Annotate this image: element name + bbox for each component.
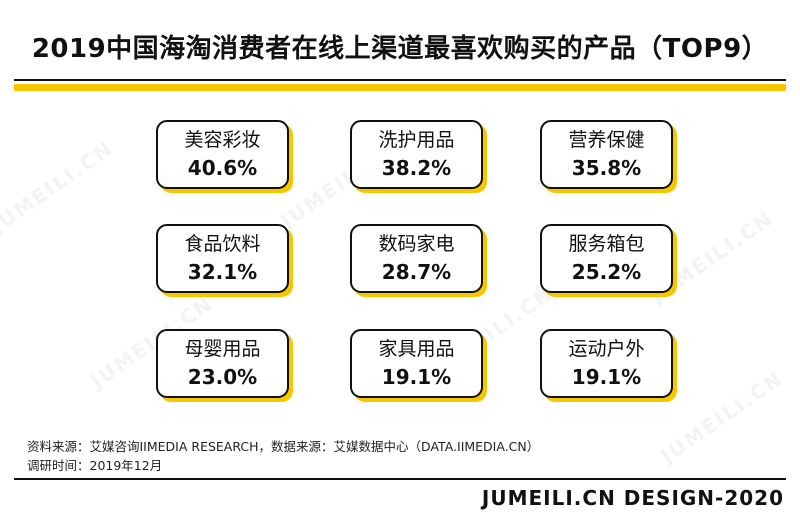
product-share-value: 25.2% xyxy=(571,259,642,284)
product-share-value: 23.0% xyxy=(187,364,258,389)
product-name: 食品饮料 xyxy=(184,232,261,255)
product-share-value: 40.6% xyxy=(187,155,258,180)
survey-date: 调研时间：2019年12月 xyxy=(27,458,163,473)
product-card: 美容彩妆 40.6% xyxy=(156,120,289,189)
source-note: 资料来源：艾媒咨询IIMEDIA RESEARCH，数据来源：艾媒数据中心（DA… xyxy=(27,439,540,454)
watermark: JUMEILI.CN xyxy=(656,366,788,468)
product-share-value: 35.8% xyxy=(571,155,642,180)
chart-title: 2019中国海淘消费者在线上渠道最喜欢购买的产品（TOP9） xyxy=(31,34,769,64)
watermark: JUMEILI.CN xyxy=(0,136,118,238)
footer-rule xyxy=(14,478,786,480)
product-name: 运动户外 xyxy=(568,337,645,360)
product-name: 美容彩妆 xyxy=(184,128,261,151)
product-name: 家具用品 xyxy=(378,337,455,360)
product-name: 服务箱包 xyxy=(568,232,645,255)
brand-signature: JUMEILI.CN DESIGN-2020 xyxy=(481,486,784,510)
product-name: 数码家电 xyxy=(378,232,455,255)
product-share-value: 28.7% xyxy=(381,259,452,284)
product-card: 服务箱包 25.2% xyxy=(540,224,673,293)
title-accent-bar xyxy=(14,84,786,91)
title-rule xyxy=(14,79,786,81)
product-share-value: 38.2% xyxy=(381,155,452,180)
product-name: 营养保健 xyxy=(568,128,645,151)
product-card: 母婴用品 23.0% xyxy=(156,329,289,398)
product-share-value: 19.1% xyxy=(571,364,642,389)
product-share-value: 32.1% xyxy=(187,259,258,284)
product-name: 洗护用品 xyxy=(378,128,455,151)
product-name: 母婴用品 xyxy=(184,337,261,360)
product-card: 家具用品 19.1% xyxy=(350,329,483,398)
product-card: 洗护用品 38.2% xyxy=(350,120,483,189)
product-card: 数码家电 28.7% xyxy=(350,224,483,293)
product-share-value: 19.1% xyxy=(381,364,452,389)
product-card: 食品饮料 32.1% xyxy=(156,224,289,293)
product-card: 运动户外 19.1% xyxy=(540,329,673,398)
product-card: 营养保健 35.8% xyxy=(540,120,673,189)
